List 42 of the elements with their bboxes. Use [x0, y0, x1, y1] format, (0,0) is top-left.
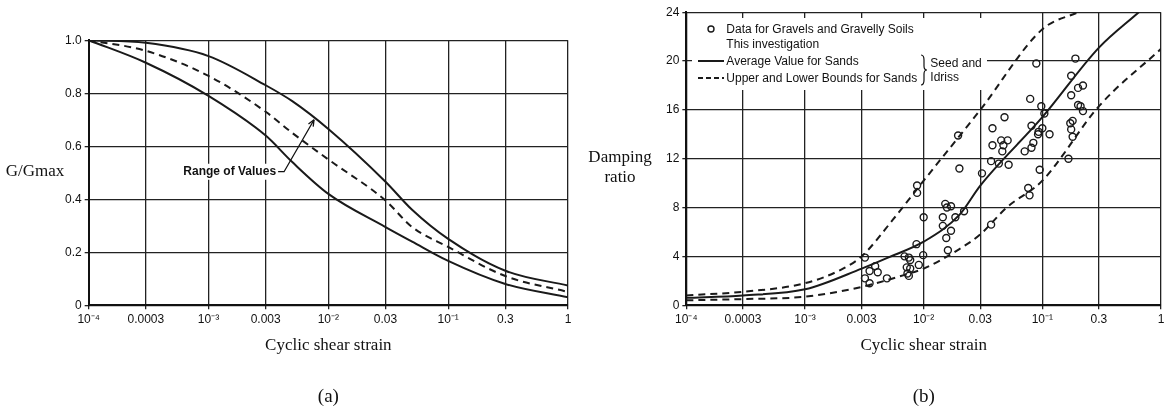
y-tick-label: 16 [665, 102, 680, 117]
x-tick-label: 10⁻³ [197, 311, 220, 326]
y-tick-label: 20 [665, 53, 680, 68]
x-tick-label: 10⁻⁴ [77, 311, 100, 326]
text: (a) [317, 385, 339, 407]
y-tick-label: 4 [672, 248, 680, 263]
x-tick-label: 10⁻⁴ [675, 311, 698, 326]
y-tick-label: 1.0 [64, 32, 82, 47]
x-tick-label: 0.0003 [127, 311, 165, 326]
x-tick-label: 1 [564, 311, 572, 326]
annotation: Range of Values [183, 164, 277, 179]
text: (b) [912, 385, 935, 407]
x-tick-label: 10⁻³ [794, 311, 816, 326]
x-axis-title: Cyclic shear strain [860, 335, 988, 355]
legend-label: Upper and Lower Bounds for Sands [726, 71, 918, 87]
y-tick-label: 0 [74, 297, 82, 312]
x-tick-label: 0.003 [250, 311, 282, 326]
y-tick-label: 0 [672, 297, 680, 312]
x-tick-label: 0.3 [1090, 311, 1108, 326]
y-tick-label: 12 [665, 151, 680, 166]
y-axis-title: G/Gmax [4, 160, 66, 181]
x-tick-label: 1 [1157, 311, 1165, 326]
x-tick-label: 10⁻¹ [437, 311, 459, 326]
annotation: Seed and Idriss [930, 56, 983, 85]
y-tick-label: 0.4 [64, 191, 82, 206]
x-axis-title: Cyclic shear strain [265, 335, 393, 355]
x-tick-label: 0.0003 [724, 311, 762, 326]
x-tick-label: 0.3 [497, 311, 515, 326]
y-tick-label: 0.8 [64, 85, 82, 100]
x-tick-label: 0.003 [846, 311, 877, 326]
x-tick-label: 10⁻² [317, 311, 340, 326]
y-tick-label: 24 [665, 4, 680, 19]
y-tick-label: 0.2 [64, 244, 82, 259]
x-tick-label: 0.03 [968, 311, 993, 326]
legend-label: Data for Gravels and Gravelly Soils This investigation [726, 22, 914, 53]
x-tick-label: 10⁻¹ [1031, 311, 1054, 326]
legend-label: Average Value for Sands [726, 54, 859, 70]
y-axis-title: Damping ratio [587, 146, 653, 187]
x-tick-label: 10⁻² [913, 311, 935, 326]
x-tick-label: 0.03 [373, 311, 398, 326]
y-tick-label: 8 [672, 199, 680, 214]
y-tick-label: 0.6 [64, 138, 82, 153]
